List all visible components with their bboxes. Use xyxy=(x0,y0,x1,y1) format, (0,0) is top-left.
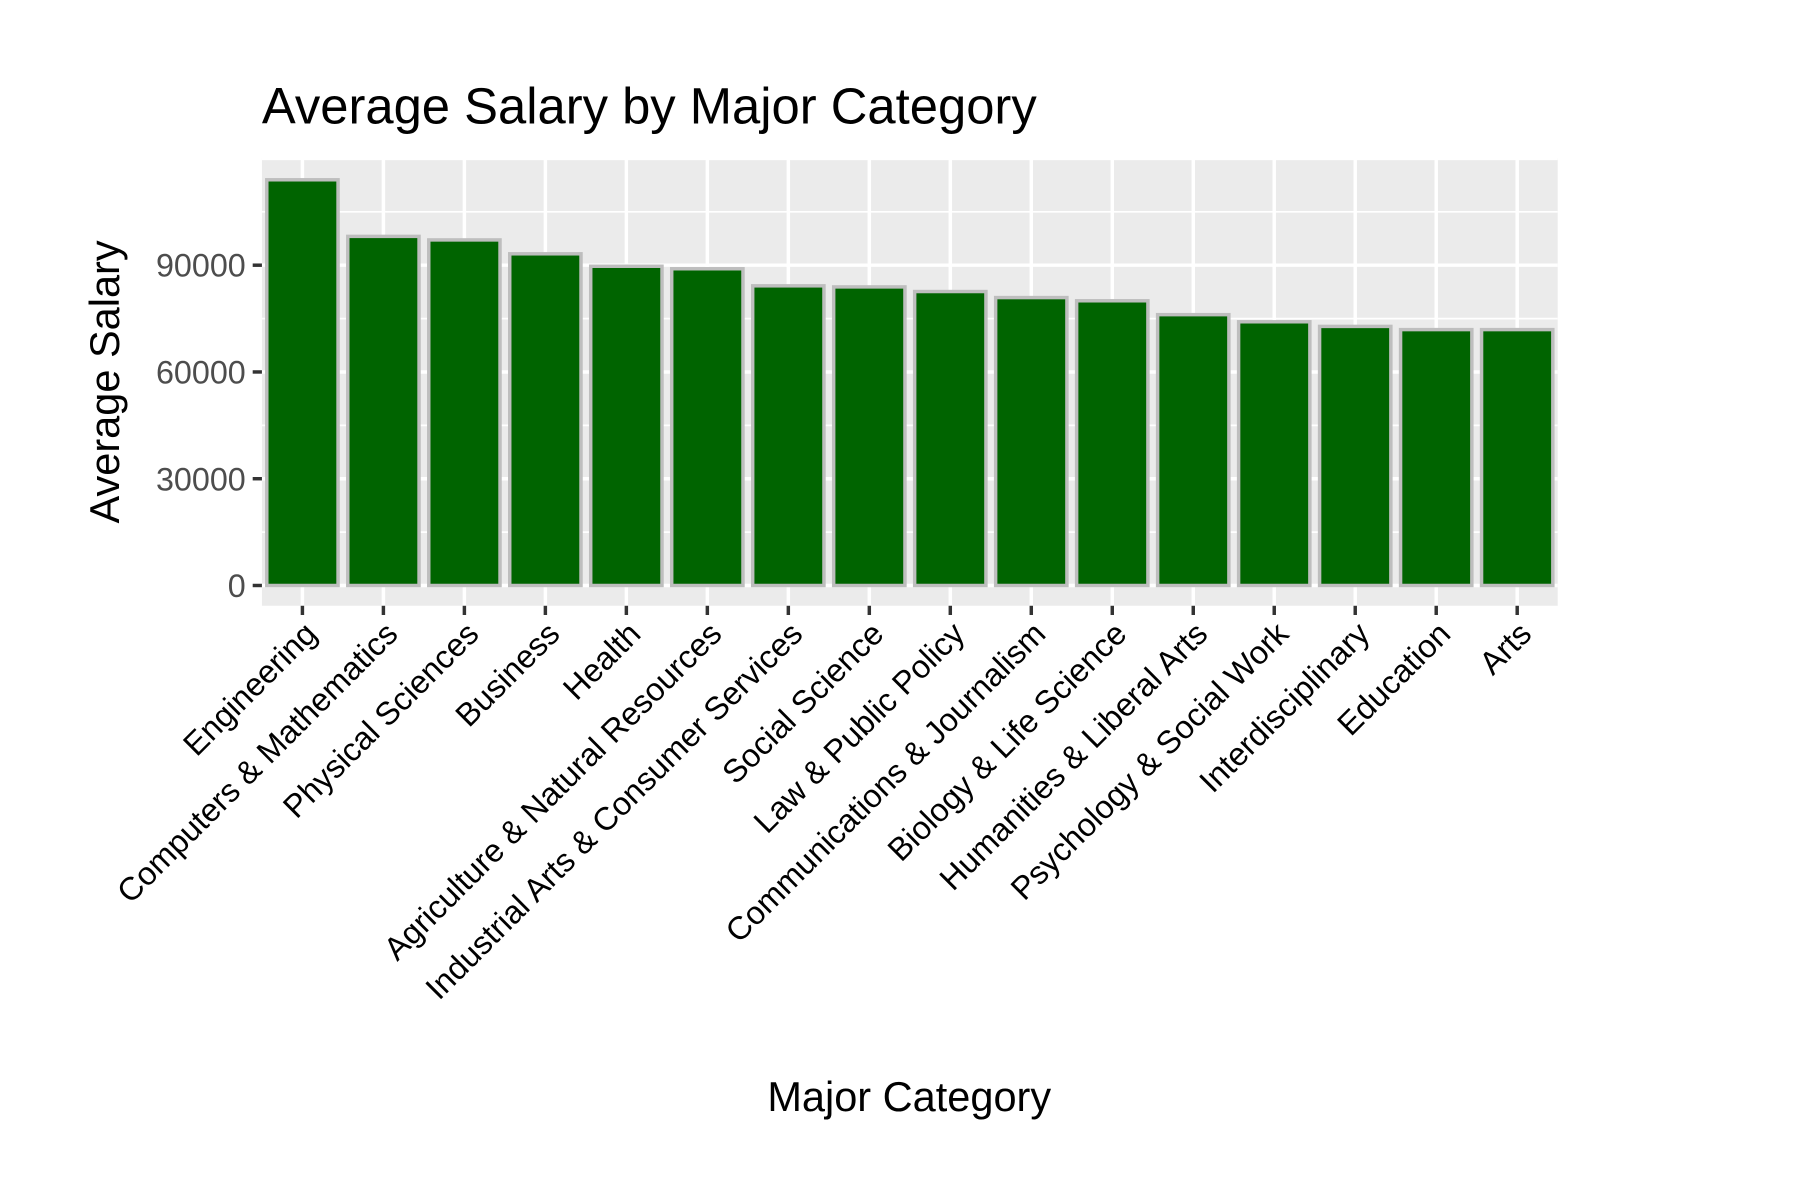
x-axis-label: Major Category xyxy=(767,1073,1051,1120)
bar-psychology-social-work xyxy=(1236,320,1312,588)
y-axis-label: Average Salary xyxy=(81,240,128,523)
chart-title: Average Salary by Major Category xyxy=(262,77,1037,134)
bar-physical-sciences xyxy=(427,238,502,588)
bar-interdisciplinary xyxy=(1317,324,1393,588)
y-tick-label: 90000 xyxy=(156,248,246,284)
y-tick-label: 30000 xyxy=(156,461,246,497)
bar-agriculture-natural-resources xyxy=(669,267,745,588)
bar-biology-life-science xyxy=(1074,299,1150,588)
bar-education xyxy=(1398,327,1474,588)
bar-engineering xyxy=(265,178,340,588)
y-axis: 0 30000 60000 90000 xyxy=(156,248,262,604)
bar-computers-mathematics xyxy=(346,234,421,588)
bar-humanities-liberal-arts xyxy=(1155,312,1231,588)
y-tick-label: 0 xyxy=(228,568,246,604)
bar-arts xyxy=(1479,327,1555,588)
bar-health xyxy=(588,264,664,588)
bar-social-science xyxy=(831,285,907,588)
bar-communications-journalism xyxy=(993,295,1069,588)
bar-industrial-arts-consumer-services xyxy=(750,284,826,588)
bar-law-public-policy xyxy=(912,289,988,588)
bar-business xyxy=(508,252,583,588)
y-tick-label: 60000 xyxy=(156,354,246,390)
bars xyxy=(265,178,1555,588)
